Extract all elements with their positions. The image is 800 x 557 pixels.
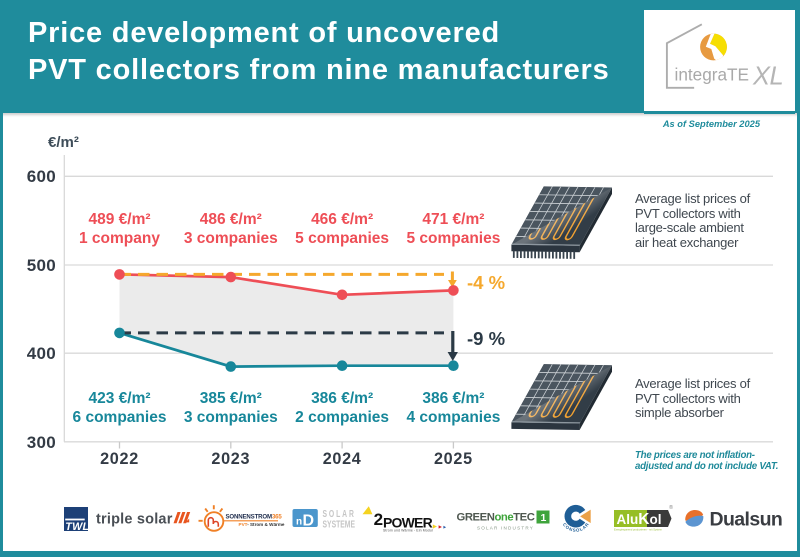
svg-text:2: 2 [374,510,383,529]
svg-text:AluKol: AluKol [617,511,662,528]
svg-text:1: 1 [541,512,547,524]
svg-text:POWER: POWER [383,515,433,531]
svg-text:D: D [303,513,315,530]
svg-text:SONNENSTROM365: SONNENSTROM365 [226,514,283,521]
svg-text:TWL: TWL [65,521,89,533]
svg-text:GREENoneTEC: GREENoneTEC [457,511,535,523]
svg-text:SYSTEME: SYSTEME [323,518,356,530]
svg-text:XL: XL [752,63,783,91]
svg-text:triple solar: triple solar [96,512,173,528]
svg-text:Energiesparend produzieren - m: Energiesparend produzieren - mit System [614,528,662,532]
svg-text:Dualsun: Dualsun [710,508,783,530]
svg-text:n: n [296,517,302,528]
svg-text:SOLAR: SOLAR [323,508,356,520]
svg-text:®: ® [669,504,673,511]
svg-text:Strom und Wärme - Ein Modul: Strom und Wärme - Ein Modul [383,528,433,532]
svg-text:integraTE: integraTE [675,65,750,85]
svg-text:PVT- Strom & Wärme: PVT- Strom & Wärme [239,522,285,527]
svg-text:SOLAR INDUSTRY: SOLAR INDUSTRY [477,526,534,531]
